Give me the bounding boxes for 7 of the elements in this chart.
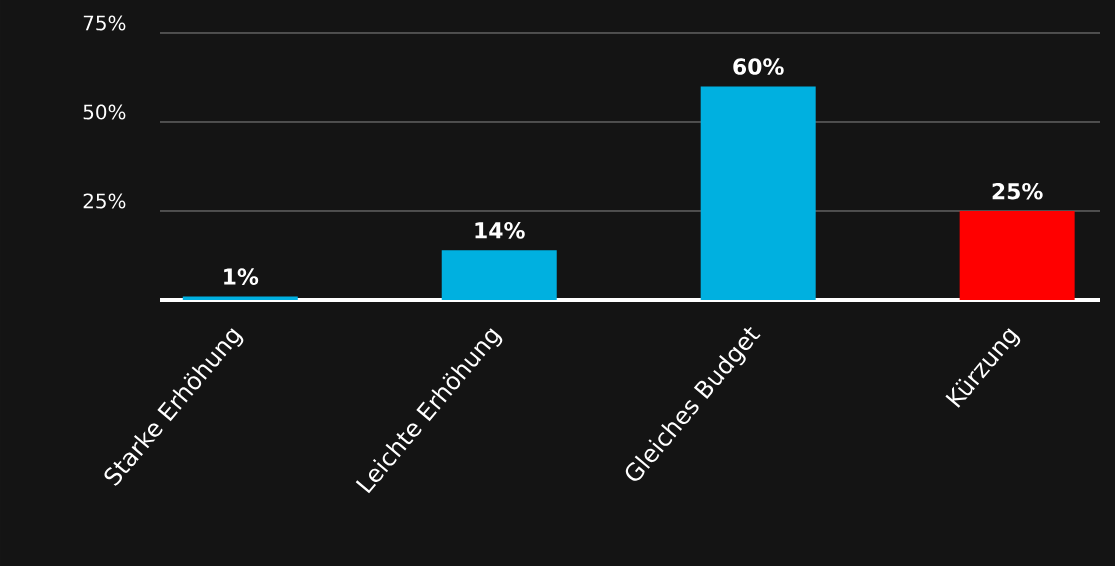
data-label: 14% — [475, 222, 525, 239]
y-tick-label: 50% — [83, 104, 126, 120]
data-label: 1% — [224, 268, 259, 285]
data-label: 60% — [733, 58, 784, 75]
data-label: 25% — [992, 182, 1043, 200]
y-tick-label: 75% — [83, 15, 126, 31]
y-tick-label: 25% — [83, 193, 126, 209]
